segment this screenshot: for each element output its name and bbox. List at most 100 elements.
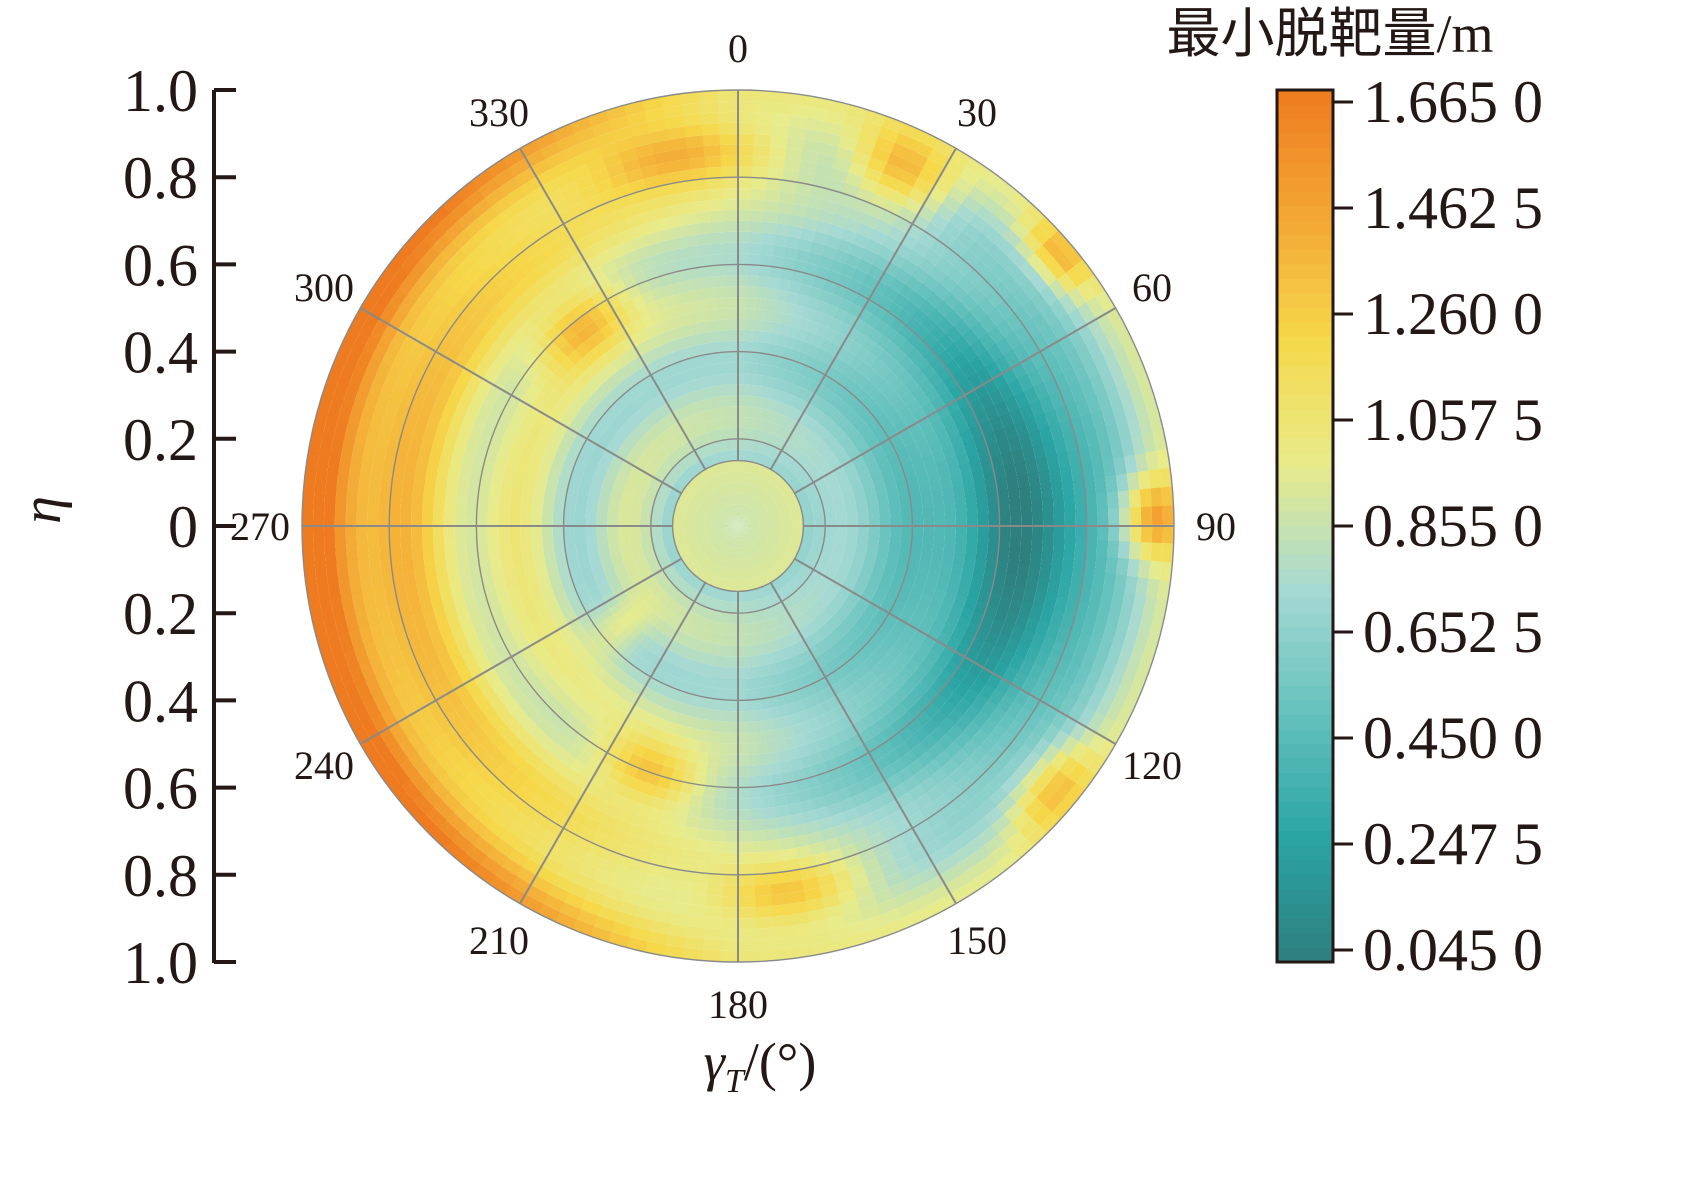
heatmap-cell bbox=[767, 470, 776, 482]
heatmap-cell bbox=[754, 539, 765, 548]
heatmap-cell bbox=[746, 557, 752, 569]
heatmap-cell bbox=[806, 418, 818, 432]
heatmap-cell bbox=[596, 513, 608, 521]
heatmap-cell bbox=[778, 538, 791, 545]
heatmap-cell bbox=[754, 463, 761, 475]
heatmap-cell bbox=[629, 609, 642, 623]
heatmap-cell bbox=[748, 655, 757, 668]
heatmap-cell bbox=[739, 558, 742, 570]
heatmap-cell bbox=[738, 526, 748, 532]
heatmap-cell bbox=[702, 544, 713, 553]
heatmap-cell bbox=[738, 526, 745, 536]
heatmap-cell bbox=[784, 443, 795, 455]
heatmap-cell bbox=[751, 542, 760, 553]
heatmap-cell bbox=[744, 461, 750, 473]
heatmap-cell bbox=[851, 454, 864, 467]
heatmap-cell bbox=[819, 387, 833, 402]
heatmap-cell bbox=[829, 580, 843, 591]
heatmap-cell bbox=[746, 511, 756, 520]
heatmap-cell bbox=[737, 384, 745, 396]
heatmap-cell bbox=[806, 466, 819, 477]
heatmap-cell bbox=[747, 515, 758, 522]
heatmap-cell bbox=[696, 509, 708, 515]
heatmap-cell bbox=[777, 465, 788, 477]
heatmap-cell bbox=[736, 896, 756, 908]
heatmap-cell bbox=[660, 430, 672, 443]
heatmap-cell bbox=[757, 453, 765, 465]
heatmap-cell bbox=[640, 533, 652, 540]
heatmap-cell bbox=[782, 488, 794, 497]
heatmap-cell bbox=[772, 591, 782, 604]
heatmap-cell bbox=[678, 548, 690, 557]
heatmap-cell bbox=[748, 527, 760, 531]
heatmap-cell bbox=[712, 564, 720, 576]
heatmap-cell bbox=[656, 406, 669, 420]
heatmap-cell bbox=[825, 646, 838, 661]
heatmap-cell bbox=[731, 656, 739, 668]
heatmap-cell bbox=[685, 509, 697, 515]
heatmap-cell bbox=[714, 488, 722, 499]
heatmap-cell bbox=[802, 534, 814, 540]
heatmap-cell bbox=[624, 455, 638, 467]
heatmap-cell bbox=[740, 493, 744, 505]
heatmap-cell bbox=[856, 575, 870, 587]
heatmap-cell bbox=[694, 591, 704, 604]
heatmap-cell bbox=[774, 477, 785, 488]
heatmap-cell bbox=[683, 516, 696, 521]
heatmap-cell bbox=[873, 449, 887, 462]
heatmap-cell bbox=[772, 475, 783, 486]
heatmap-cell bbox=[739, 504, 742, 516]
heatmap-cell bbox=[681, 553, 693, 562]
heatmap-cell bbox=[691, 425, 701, 438]
heatmap-cell bbox=[830, 555, 843, 564]
heatmap-cell bbox=[726, 507, 733, 517]
heatmap-cell bbox=[714, 396, 723, 408]
heatmap-cell bbox=[760, 574, 769, 586]
heatmap-cell bbox=[657, 466, 670, 477]
heatmap-cell bbox=[711, 441, 719, 454]
heatmap-cell bbox=[729, 547, 734, 558]
heatmap-cell bbox=[730, 517, 738, 526]
heatmap-cell bbox=[760, 597, 769, 610]
heatmap-cell bbox=[672, 629, 684, 643]
heatmap-cell bbox=[774, 564, 785, 575]
heatmap-cell bbox=[737, 504, 740, 516]
heatmap-cell bbox=[724, 373, 733, 385]
heatmap-cell bbox=[652, 542, 665, 549]
heatmap-cell bbox=[778, 507, 791, 514]
heatmap-cell bbox=[786, 495, 798, 504]
heatmap-cell bbox=[748, 528, 760, 533]
heatmap-cell bbox=[707, 442, 716, 455]
heatmap-cell bbox=[675, 542, 687, 549]
heatmap-cell bbox=[738, 518, 747, 526]
heatmap-cell bbox=[810, 452, 822, 464]
heatmap-cell bbox=[753, 540, 763, 550]
heatmap-cell bbox=[729, 536, 735, 547]
heatmap-cell bbox=[778, 402, 789, 416]
heatmap-cell bbox=[625, 417, 639, 431]
heatmap-cell bbox=[752, 554, 760, 565]
heatmap-cell bbox=[724, 508, 732, 518]
heatmap-cell bbox=[671, 603, 683, 616]
heatmap-cell bbox=[678, 459, 690, 470]
heatmap-cell bbox=[696, 411, 706, 424]
heatmap-cell bbox=[815, 562, 828, 572]
heatmap-cell bbox=[585, 525, 597, 534]
heatmap-cell bbox=[833, 625, 847, 639]
heatmap-cell bbox=[749, 484, 755, 496]
heatmap-cell bbox=[721, 567, 727, 579]
heatmap-cell bbox=[750, 499, 758, 509]
heatmap-cell bbox=[716, 528, 728, 533]
heatmap-cell bbox=[596, 531, 608, 539]
heatmap-cell bbox=[700, 502, 711, 510]
heatmap-cell bbox=[765, 502, 776, 510]
heatmap-cell bbox=[744, 508, 752, 518]
heatmap-cell bbox=[751, 542, 761, 552]
heatmap-cell bbox=[704, 596, 713, 609]
heatmap-cell bbox=[701, 629, 711, 642]
heatmap-cell bbox=[616, 427, 630, 441]
heatmap-cell bbox=[609, 438, 623, 451]
heatmap-cell bbox=[719, 543, 727, 554]
heatmap-cell bbox=[835, 450, 849, 462]
heatmap-cell bbox=[746, 532, 755, 541]
